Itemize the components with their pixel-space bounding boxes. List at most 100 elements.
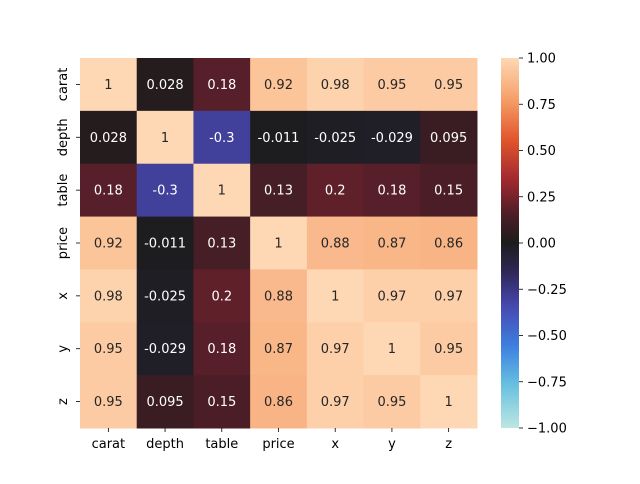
y-tick-label: y [56,345,71,353]
heatmap-cell [136,163,194,218]
cell-annotation: 0.95 [94,395,123,410]
cell-annotation: 0.88 [321,237,350,252]
y-tick-label: table [56,174,71,207]
cell-annotation: 1 [104,78,112,93]
colorbar-tick-label: −0.50 [527,329,567,344]
colorbar-tick-label: 1.00 [527,52,556,67]
cell-annotation: 0.95 [434,342,463,357]
heatmap-cell [250,322,308,376]
cell-annotation: 0.87 [264,342,293,357]
heatmap-cell [136,322,194,376]
x-tick-label: depth [146,437,184,452]
heatmap-cell [193,322,251,376]
colorbar-tick-label: −0.25 [527,283,567,298]
cell-annotation: 1 [218,184,226,199]
heatmap-cell [193,163,251,218]
cell-annotation: -0.025 [314,131,356,146]
cell-annotation: 0.95 [377,395,406,410]
heatmap-cell [420,216,478,270]
colorbar-tick-label: −0.75 [527,375,567,390]
cell-annotation: 1 [331,289,339,304]
y-tick-label: carat [56,68,71,102]
cell-annotation: 0.095 [146,395,183,410]
cell-annotation: 0.13 [207,237,236,252]
heatmap-cell [80,322,138,376]
cell-annotation: -0.011 [258,131,300,146]
cell-annotation: 0.18 [207,78,236,93]
heatmap-cell [250,269,308,323]
cell-annotation: -0.3 [152,184,177,199]
heatmap-cell [250,216,308,270]
heatmap-cell [363,163,421,218]
cell-annotation: 0.87 [377,237,406,252]
heatmap-cell [136,58,194,112]
heatmap-cell [136,375,194,429]
cell-annotation: 0.028 [90,131,127,146]
x-tick-label: price [262,437,294,452]
heatmap-cells [80,58,478,429]
cell-annotation: 0.95 [434,78,463,93]
cell-annotation: 0.88 [264,289,293,304]
heatmap-cell [250,375,308,429]
cell-annotation: 0.86 [434,237,463,252]
cell-annotation: 0.13 [264,184,293,199]
cell-annotation: 0.18 [377,184,406,199]
heatmap-cell [420,163,478,218]
heatmap-cell [306,322,365,376]
cell-annotation: -0.011 [144,237,186,252]
heatmap-cell [420,375,478,429]
colorbar-tick-label: 0.75 [527,98,556,113]
heatmap-cell [306,216,365,270]
heatmap-cell [136,269,194,323]
heatmap-cell [80,375,138,429]
x-tick-label: y [388,437,396,452]
y-tick-label: z [56,398,71,405]
heatmap-cell [420,110,478,165]
x-tick-label: table [205,437,238,452]
heatmap-cell [80,110,138,165]
heatmap-cell [80,163,138,218]
cell-annotation: -0.3 [209,131,234,146]
cell-annotation: 0.92 [94,237,123,252]
heatmap-cell [193,375,251,429]
x-tick-label: x [331,437,339,452]
heatmap-cell [306,269,365,323]
y-tick-label: x [56,292,71,300]
cell-annotation: 1 [274,237,282,252]
heatmap-cell [80,58,138,112]
heatmap-cell [80,216,138,270]
cell-annotation: -0.025 [144,289,186,304]
heatmap-cell [306,58,365,112]
cell-annotation: 1 [444,395,452,410]
cell-annotation: 0.86 [264,395,293,410]
heatmap-cell [193,110,251,165]
cell-annotation: -0.029 [144,342,186,357]
colorbar: 1.00 0.75 0.50 0.25 0.00 −0.25 −0.50 −0.75 −1.00 [501,52,567,437]
x-tick-label: z [445,437,452,452]
heatmap-cell [80,269,138,323]
heatmap-cell [420,322,478,376]
heatmap-cell [136,110,194,165]
y-axis: carat depth table price x y z [56,68,80,405]
heatmap-annotations: 1 0.028 0.18 0.92 0.98 0.95 0.95 0.028 1 -0.3 -0.0… [90,78,467,410]
heatmap-cell [250,58,308,112]
heatmap-cell [193,58,251,112]
cell-annotation: 0.18 [94,184,123,199]
x-tick-label: carat [92,437,126,452]
cell-annotation: 0.97 [377,289,406,304]
colorbar-tick-label: 0.25 [527,190,556,205]
cell-annotation: 0.97 [321,342,350,357]
cell-annotation: 0.15 [207,395,236,410]
cell-annotation: 0.095 [430,131,467,146]
cell-annotation: 0.15 [434,184,463,199]
cell-annotation: 0.95 [94,342,123,357]
heatmap-cell [363,110,421,165]
x-axis: carat depth table price x y z [92,428,452,452]
heatmap-cell [136,216,194,270]
cell-annotation: 0.95 [377,78,406,93]
heatmap-cell [363,322,421,376]
cell-annotation: 1 [388,342,396,357]
cell-annotation: 0.92 [264,78,293,93]
cell-annotation: -0.029 [371,131,413,146]
